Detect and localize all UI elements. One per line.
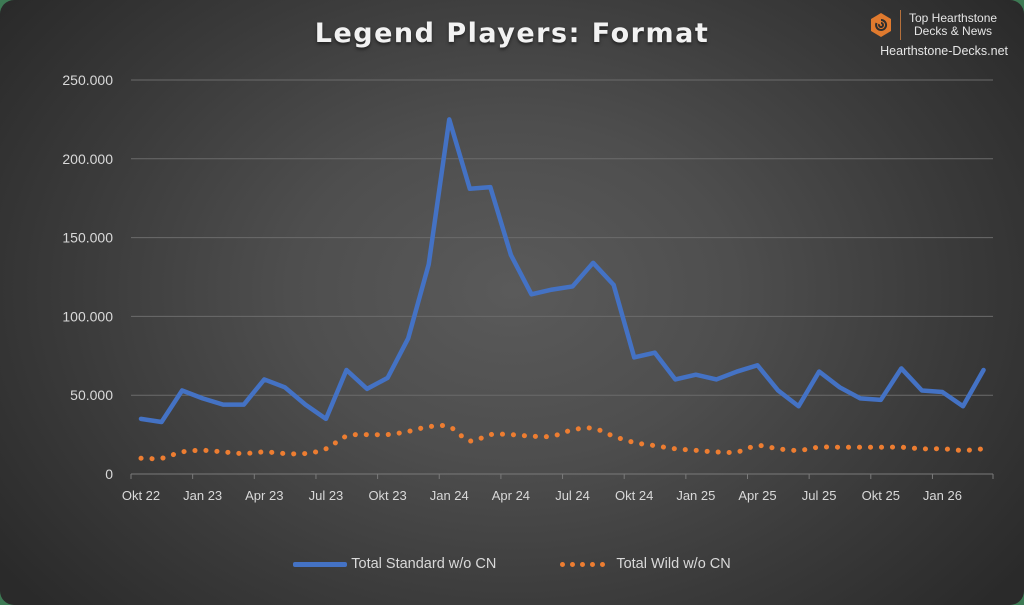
legend-item-wild[interactable]: Total Wild w/o CN (560, 556, 731, 572)
x-tick-label: Okt 22 (122, 488, 160, 503)
x-tick-label: Jan 24 (430, 488, 469, 503)
x-tick-label: Okt 25 (862, 488, 900, 503)
brand-tagline-line-2: Decks & News (914, 24, 993, 38)
y-tick-label: 0 (105, 466, 113, 482)
brand-block: Top Hearthstone Decks & News Hearthstone… (860, 10, 1010, 58)
x-tick-label: Okt 23 (368, 488, 406, 503)
legend-swatch-dotted-line (560, 561, 608, 567)
legend: Total Standard w/o CN Total Wild w/o CN (0, 556, 1024, 572)
x-tick-label: Jan 26 (923, 488, 962, 503)
x-tick-label: Apr 25 (738, 488, 776, 503)
y-tick-label: 100.000 (62, 308, 113, 324)
legend-label-standard: Total Standard w/o CN (351, 556, 497, 572)
series-line-wild (138, 422, 987, 462)
legend-item-standard[interactable]: Total Standard w/o CN (293, 556, 496, 572)
series-line-standard (138, 117, 986, 425)
x-tick-label: Jul 23 (309, 488, 344, 503)
x-tick-label: Jan 25 (676, 488, 715, 503)
x-tick-label: Jul 24 (555, 488, 590, 503)
brand-tagline: Top Hearthstone Decks & News (909, 12, 997, 38)
chart-title: Legend Players: Format (314, 18, 710, 49)
x-tick-label: Apr 23 (245, 488, 283, 503)
brand-tagline-line-1: Top Hearthstone (909, 11, 998, 25)
y-tick-label: 250.000 (62, 72, 113, 88)
y-tick-label: 200.000 (62, 151, 113, 167)
brand-site[interactable]: Hearthstone-Decks.net (880, 44, 1008, 58)
y-tick-label: 150.000 (62, 230, 113, 246)
y-tick-label: 50.000 (70, 387, 113, 403)
legend-label-wild: Total Wild w/o CN (616, 556, 731, 572)
x-tick-label: Apr 24 (492, 488, 530, 503)
hearthstone-swirl-icon (871, 13, 891, 37)
legend-swatch-solid-line (293, 561, 348, 567)
x-tick-label: Okt 24 (615, 488, 653, 503)
brand-divider (900, 10, 901, 40)
x-tick-label: Jul 25 (802, 488, 837, 503)
x-tick-label: Jan 23 (183, 488, 222, 503)
